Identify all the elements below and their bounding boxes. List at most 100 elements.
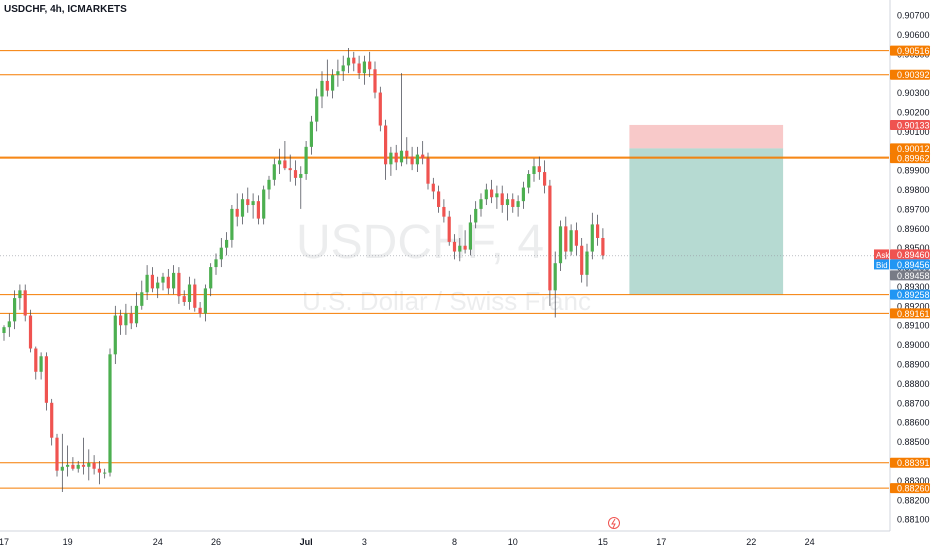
candle-body <box>378 92 382 126</box>
candle-body <box>564 226 568 252</box>
time-tick-label: 19 <box>63 537 73 547</box>
stop-loss-zone[interactable] <box>629 124 784 149</box>
bid-price-tag-bg <box>890 259 930 270</box>
level-price-tag-2-bg <box>890 69 930 80</box>
price-tick-label: 0.89600 <box>897 224 930 234</box>
candle-body <box>119 315 123 326</box>
level-price-tag-2: 0.90392 <box>897 70 930 80</box>
price-tick-label: 0.88800 <box>897 379 930 389</box>
candle-body <box>537 166 541 173</box>
candle-body <box>410 156 414 165</box>
candle-body <box>108 354 112 473</box>
candle-body <box>458 245 462 252</box>
lightning-icon-glyph <box>611 518 616 529</box>
watermark-title: USDCHF, 4 <box>296 216 544 269</box>
candle-body <box>251 201 255 206</box>
candle-body <box>209 267 213 289</box>
candle-body <box>177 272 181 297</box>
candle-body <box>516 201 520 207</box>
candle-body <box>511 199 515 207</box>
candle-body <box>521 187 525 202</box>
candle-body <box>272 164 276 180</box>
price-tick-label: 0.89700 <box>897 204 930 214</box>
candle-body <box>543 172 547 186</box>
candle-body <box>474 208 478 223</box>
candle-body <box>113 315 117 355</box>
candle-body <box>437 191 441 207</box>
candle-body <box>405 150 409 157</box>
price-tick-label: 0.88900 <box>897 360 930 370</box>
time-tick-label: 10 <box>508 537 518 547</box>
candle-body <box>596 224 600 238</box>
candle-body <box>500 193 504 206</box>
candle-body <box>505 199 510 206</box>
ask-label: Ask <box>876 251 890 260</box>
candle-body <box>92 462 96 469</box>
candle-body <box>193 284 197 308</box>
candle-body <box>601 237 605 256</box>
candle-body <box>384 125 388 165</box>
candle-body <box>230 208 234 240</box>
candle-body <box>55 437 59 471</box>
candle-body <box>468 222 472 250</box>
bid-price-tag: 0.89456 <box>897 260 930 270</box>
candle-body <box>479 199 483 209</box>
candle-body <box>18 290 22 299</box>
take-profit-zone[interactable] <box>629 148 784 295</box>
candle-body <box>490 189 494 198</box>
price-tick-label: 0.90700 <box>897 11 930 21</box>
candle-body <box>357 63 361 74</box>
target-price-tag-bg <box>890 289 930 300</box>
candle-body <box>394 152 398 163</box>
level-price-tag-6: 0.89161 <box>897 309 930 319</box>
candle-body <box>341 65 345 72</box>
lightning-icon[interactable] <box>608 517 620 529</box>
price-tick-label: 0.89500 <box>897 243 930 253</box>
candle-body <box>81 464 86 467</box>
price-tick-label: 0.90100 <box>897 127 930 137</box>
candle-body <box>304 146 308 174</box>
candle-body <box>76 464 80 469</box>
candle-body <box>352 57 356 64</box>
candle-body <box>172 272 176 289</box>
entry-price-tag-bg <box>890 143 930 154</box>
candle-body <box>161 276 165 283</box>
candle-body <box>225 239 229 248</box>
level-price-tag-6-bg <box>890 308 930 319</box>
time-tick-label: Jul <box>300 537 313 547</box>
candle-body <box>585 251 589 275</box>
candle-body <box>580 245 584 275</box>
level-price-tag-4: 0.89962 <box>897 154 930 164</box>
price-tick-label: 0.89300 <box>897 282 930 292</box>
candle-body <box>13 298 17 322</box>
candle-body <box>590 224 594 252</box>
candle-body <box>124 313 128 326</box>
candle-body <box>362 61 366 74</box>
candle-body <box>50 402 54 438</box>
candle-body <box>219 247 223 260</box>
price-tick-label: 0.88500 <box>897 437 930 447</box>
stop-price-tag-bg <box>890 119 930 130</box>
target-price-tag: 0.89258 <box>897 290 930 300</box>
last-price-tag-bg <box>890 270 930 281</box>
candle-body <box>187 284 192 302</box>
time-tick-label: 26 <box>211 537 221 547</box>
candle-body <box>103 472 107 474</box>
candle-body <box>278 160 282 165</box>
candle-body <box>574 230 578 246</box>
ask-price-tag: 0.89460 <box>897 250 930 260</box>
candle-body <box>267 179 271 190</box>
candle-body <box>7 321 11 328</box>
price-tick-label: 0.89200 <box>897 301 930 311</box>
candle-body <box>484 189 488 200</box>
candle-body <box>256 201 260 219</box>
time-tick-label: 24 <box>805 537 815 547</box>
candle-body <box>166 276 170 289</box>
candle-body <box>452 241 457 252</box>
candle-body <box>34 348 38 372</box>
candle-body <box>2 327 6 333</box>
candle-body <box>246 199 250 206</box>
